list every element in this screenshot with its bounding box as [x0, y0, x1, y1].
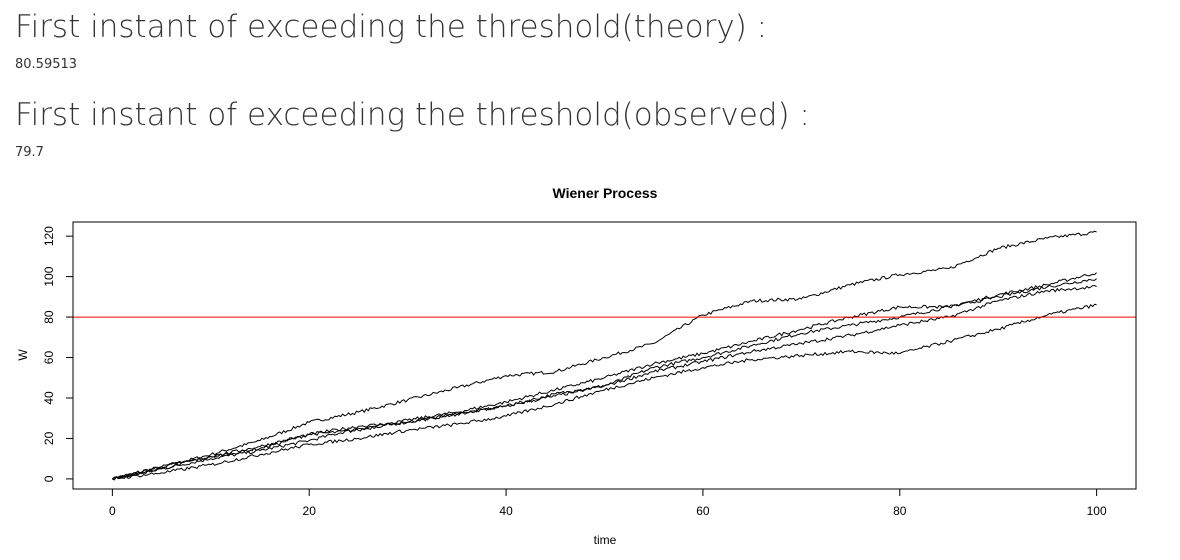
y-tick-label: 0 [42, 475, 56, 482]
y-axis-label: W [16, 349, 30, 361]
y-tick-label: 100 [42, 266, 56, 286]
chart-title: Wiener Process [553, 185, 658, 201]
x-axis: 0 20 40 60 80 100 [109, 488, 1107, 518]
y-tick-label: 120 [42, 226, 56, 246]
wiener-process-chart: Wiener Process 0 20 40 60 80 100 0 20 40 60 80 100… [16, 185, 1137, 547]
x-tick-label: 20 [303, 504, 317, 518]
series-group [112, 230, 1097, 481]
y-tick-label: 20 [42, 431, 56, 445]
observed-value: 79.7 [15, 145, 44, 160]
y-axis: 0 20 40 60 80 100 120 [42, 226, 74, 482]
x-tick-label: 100 [1087, 504, 1107, 518]
series-line-1 [112, 230, 1097, 481]
theory-value: 80.59513 [15, 57, 78, 72]
observed-heading: First instant of exceeding the threshold… [15, 97, 810, 133]
x-tick-label: 60 [696, 504, 710, 518]
theory-heading: First instant of exceeding the threshold… [15, 9, 768, 45]
series-line-5 [112, 303, 1097, 480]
y-tick-label: 80 [42, 310, 56, 324]
x-tick-label: 0 [109, 504, 116, 518]
x-axis-label: time [594, 533, 617, 547]
y-tick-label: 40 [42, 391, 56, 405]
series-line-3 [112, 278, 1097, 480]
x-tick-label: 40 [499, 504, 513, 518]
y-tick-label: 60 [42, 351, 56, 365]
series-line-4 [112, 285, 1097, 481]
x-tick-label: 80 [893, 504, 907, 518]
